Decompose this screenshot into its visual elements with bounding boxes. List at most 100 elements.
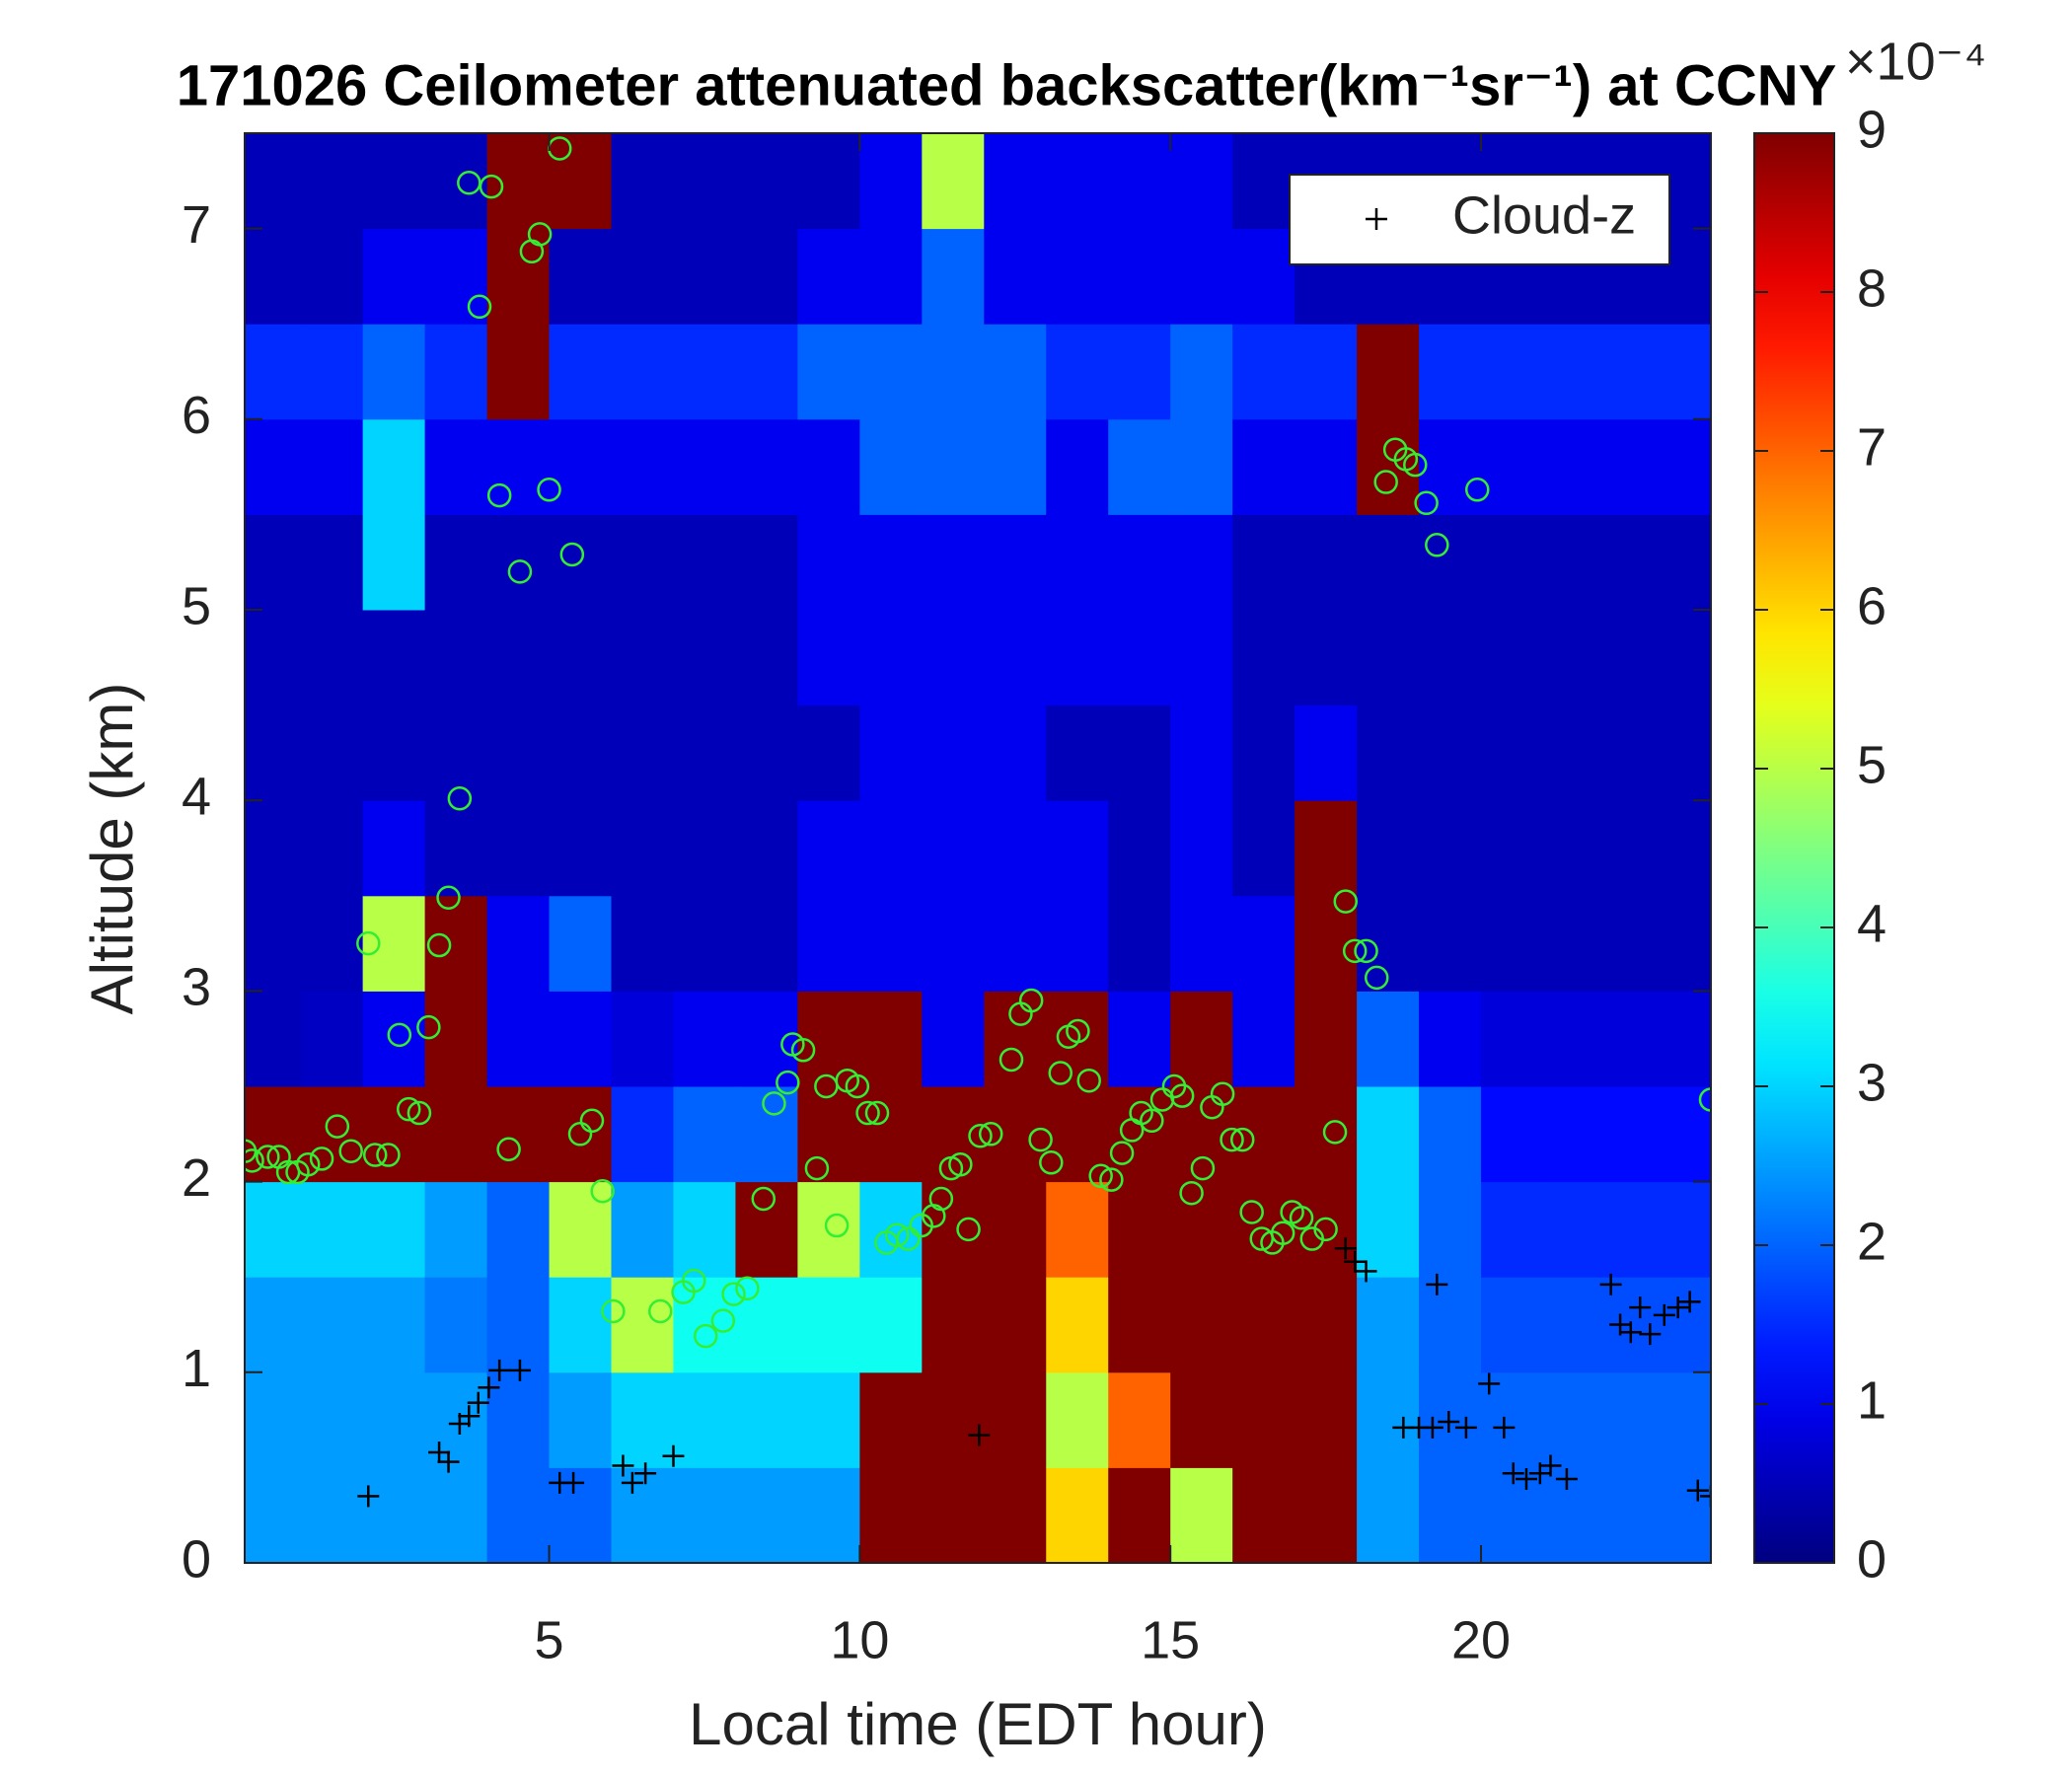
heatmap-cell [1419, 1467, 1482, 1563]
heatmap-cell [984, 1277, 1047, 1373]
circle-marker [710, 1308, 736, 1333]
circle-marker [1289, 1206, 1314, 1230]
circle-marker [1169, 1083, 1195, 1108]
heatmap-cell [362, 895, 426, 992]
heatmap-cell [984, 610, 1047, 706]
circle-marker [1333, 889, 1359, 914]
heatmap-cell [1666, 991, 1711, 1087]
circle-marker [864, 1100, 890, 1126]
circle-marker [1425, 533, 1449, 557]
cross-marker [478, 1376, 500, 1399]
circle-marker [559, 542, 585, 567]
heatmap-cell [1108, 228, 1171, 325]
heatmap-cell [1232, 418, 1295, 515]
heatmap-cell [611, 1181, 674, 1278]
cross-marker [357, 1485, 380, 1508]
circle-marker [457, 170, 481, 195]
heatmap-cell [300, 228, 364, 325]
heatmap-cell [611, 228, 674, 325]
heatmap-cell [1604, 704, 1668, 801]
heatmap-cell [1419, 1277, 1482, 1373]
heatmap-cell [1666, 1086, 1711, 1183]
heatmap-cell [735, 704, 798, 801]
heatmap-cell [424, 1277, 488, 1373]
circle-marker [416, 1014, 441, 1040]
heatmap-cell [1295, 418, 1358, 515]
heatmap-cell [549, 1181, 612, 1278]
heatmap-cell [611, 324, 674, 420]
heatmap-cell [984, 514, 1047, 611]
heatmap-cell [611, 1371, 674, 1468]
heatmap-cell [984, 704, 1047, 801]
circle-marker [527, 222, 553, 247]
heatmap-cell [1666, 800, 1711, 897]
heatmap-cell [245, 991, 302, 1087]
heatmap-cell [362, 1277, 426, 1373]
heatmap-cell [859, 800, 923, 897]
heatmap-cell [1481, 1277, 1544, 1373]
y-axis-label: Altitude (km) [79, 683, 145, 1015]
heatmap-cell [1295, 1086, 1358, 1183]
colorbar-tick-label: 6 [1857, 576, 1887, 635]
circle-marker [1109, 1141, 1135, 1165]
heatmap-cell [300, 1277, 364, 1373]
heatmap-cell [1604, 514, 1668, 611]
heatmap-cell [1046, 704, 1109, 801]
heatmap-cell [984, 800, 1047, 897]
circle-marker [537, 478, 561, 502]
heatmap-cell [797, 895, 860, 992]
heatmap-cell [549, 991, 612, 1087]
heatmap-cell [1046, 1371, 1109, 1468]
circle-marker [751, 1186, 777, 1212]
heatmap-cell [1357, 1467, 1420, 1563]
heatmap-cell [984, 228, 1047, 325]
heatmap-cell [1666, 418, 1711, 515]
heatmap-cell [797, 1181, 860, 1278]
heatmap-cell [1542, 895, 1606, 992]
heatmap-cell [362, 228, 426, 325]
circle-marker [407, 1100, 432, 1126]
heatmap-cell [1604, 1181, 1668, 1278]
heatmap-cell [922, 704, 985, 801]
circle-marker [1698, 1087, 1711, 1112]
heatmap-cell [1542, 324, 1606, 420]
circle-marker [1039, 1150, 1064, 1175]
circle-marker [338, 1139, 363, 1163]
heatmap-cell [362, 418, 426, 515]
heatmap-cell [300, 324, 364, 420]
cross-marker [458, 1405, 481, 1428]
legend [1289, 174, 1670, 265]
heatmap-cell [735, 324, 798, 420]
circle-marker [1322, 1120, 1348, 1145]
heatmap-cell [1046, 514, 1109, 611]
heatmap-cell [984, 133, 1047, 230]
circle-marker [1414, 490, 1439, 516]
heatmap-cell [611, 1086, 674, 1183]
circle-marker [845, 1073, 870, 1099]
heatmap-cell [735, 1277, 798, 1373]
heatmap-cell [486, 1467, 551, 1563]
heatmap-cell [984, 324, 1047, 420]
heatmap-cell [1170, 1371, 1233, 1468]
heatmap-cell [300, 704, 364, 801]
cross-marker [662, 1444, 685, 1467]
cross-marker [467, 1391, 489, 1414]
heatmap-cell [797, 610, 860, 706]
heatmap-cell [1046, 133, 1109, 230]
heatmap-cell [1481, 514, 1544, 611]
heatmap-cell [1542, 1277, 1606, 1373]
heatmap-cell [300, 1371, 364, 1468]
circle-marker [295, 1151, 321, 1177]
cross-marker [1502, 1462, 1524, 1485]
circle-marker [1229, 1127, 1255, 1152]
circle-marker [426, 932, 452, 958]
heatmap-cell [1357, 800, 1420, 897]
circle-marker [968, 1123, 993, 1148]
heatmap-cell [549, 1371, 612, 1468]
heatmap-cell [1542, 1371, 1606, 1468]
heatmap-cell [735, 1371, 798, 1468]
cross-marker [1666, 1296, 1689, 1319]
cross-marker [1478, 1372, 1501, 1395]
heatmap-cell [673, 800, 736, 897]
heatmap-cell [1481, 610, 1544, 706]
